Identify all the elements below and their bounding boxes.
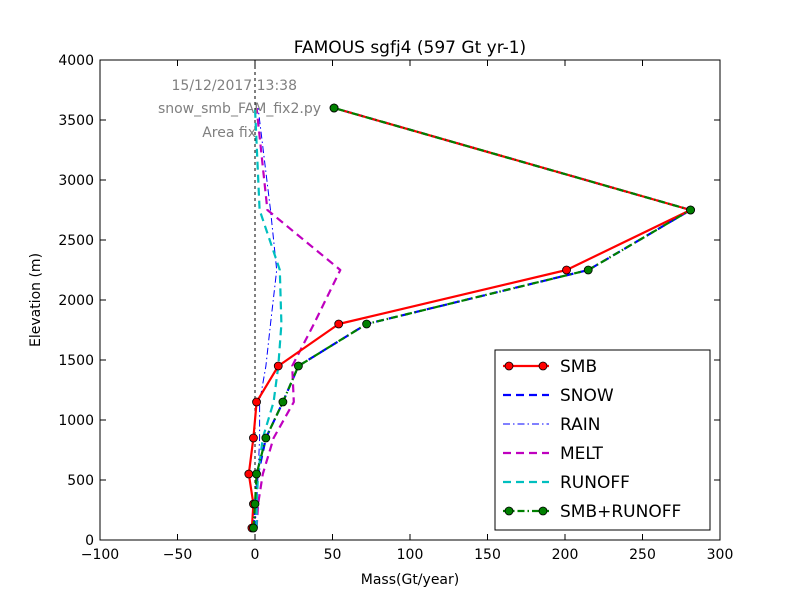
series-line-smb-runoff bbox=[252, 106, 692, 529]
x-tick-label: 0 bbox=[251, 547, 260, 563]
point-smb bbox=[273, 361, 283, 371]
point-smb-runoff bbox=[261, 433, 271, 443]
series-line-melt bbox=[255, 107, 342, 529]
point-smb bbox=[334, 319, 344, 329]
series-line-runoff bbox=[253, 107, 283, 528]
y-tick-label: 1500 bbox=[58, 353, 94, 369]
x-tick-label: 300 bbox=[707, 547, 734, 563]
x-tick-label: 150 bbox=[474, 547, 501, 563]
x-tick-label: 200 bbox=[552, 547, 579, 563]
point-smb-runoff bbox=[329, 103, 339, 113]
x-tick-label: −50 bbox=[163, 547, 193, 563]
legend-marker-smb-runoff bbox=[538, 506, 548, 516]
y-tick-label: 0 bbox=[85, 533, 94, 549]
y-tick-label: 3000 bbox=[58, 173, 94, 189]
y-tick-label: 3500 bbox=[58, 113, 94, 129]
point-smb-runoff bbox=[362, 319, 372, 329]
legend: SMB SNOW RAIN MELT RUNOFF SMB+RUNOFF bbox=[494, 349, 711, 531]
x-tick-label: −100 bbox=[81, 547, 119, 563]
annotation-note: Area fix bbox=[202, 125, 256, 141]
point-smb-runoff bbox=[583, 265, 593, 275]
point-smb-runoff bbox=[252, 469, 261, 479]
y-tick-label: 1000 bbox=[58, 413, 94, 429]
y-axis-label: Elevation (m) bbox=[28, 253, 44, 347]
x-axis-label: Mass(Gt/year) bbox=[361, 572, 459, 588]
x-tick-label: 50 bbox=[324, 547, 342, 563]
point-smb bbox=[252, 397, 261, 407]
legend-label-smb: SMB bbox=[560, 357, 597, 377]
legend-label-melt: MELT bbox=[560, 444, 604, 464]
legend-label-smb-runoff: SMB+RUNOFF bbox=[560, 502, 681, 522]
point-smb-runoff bbox=[293, 361, 303, 371]
legend-label-rain: RAIN bbox=[560, 415, 600, 435]
point-smb-runoff bbox=[250, 499, 260, 509]
point-smb bbox=[562, 265, 571, 275]
legend-marker-smb bbox=[538, 361, 548, 371]
x-tick-label: 100 bbox=[397, 547, 424, 563]
chart-title: FAMOUS sgfj4 (597 Gt yr-1) bbox=[294, 38, 526, 58]
x-tick-label: 250 bbox=[629, 547, 656, 563]
y-tick-label: 4000 bbox=[58, 53, 94, 69]
legend-marker-smb bbox=[504, 361, 514, 371]
y-tick-label: 2500 bbox=[58, 233, 94, 249]
point-smb bbox=[244, 469, 254, 479]
legend-box bbox=[494, 349, 711, 531]
point-smb-runoff bbox=[249, 523, 258, 533]
legend-marker-smb-runoff bbox=[504, 506, 514, 516]
legend-label-runoff: RUNOFF bbox=[560, 473, 630, 493]
annotation-timestamp: 15/12/2017 13:38 bbox=[172, 78, 298, 94]
point-smb-runoff bbox=[686, 205, 695, 215]
y-tick-label: 500 bbox=[67, 473, 94, 489]
y-tick-label: 2000 bbox=[58, 293, 94, 309]
legend-label-snow: SNOW bbox=[560, 386, 614, 406]
point-smb-runoff bbox=[278, 397, 288, 407]
point-smb bbox=[249, 433, 258, 443]
annotation-script: snow_smb_FAM_fix2.py bbox=[158, 101, 321, 117]
series-line-smb bbox=[247, 106, 692, 529]
